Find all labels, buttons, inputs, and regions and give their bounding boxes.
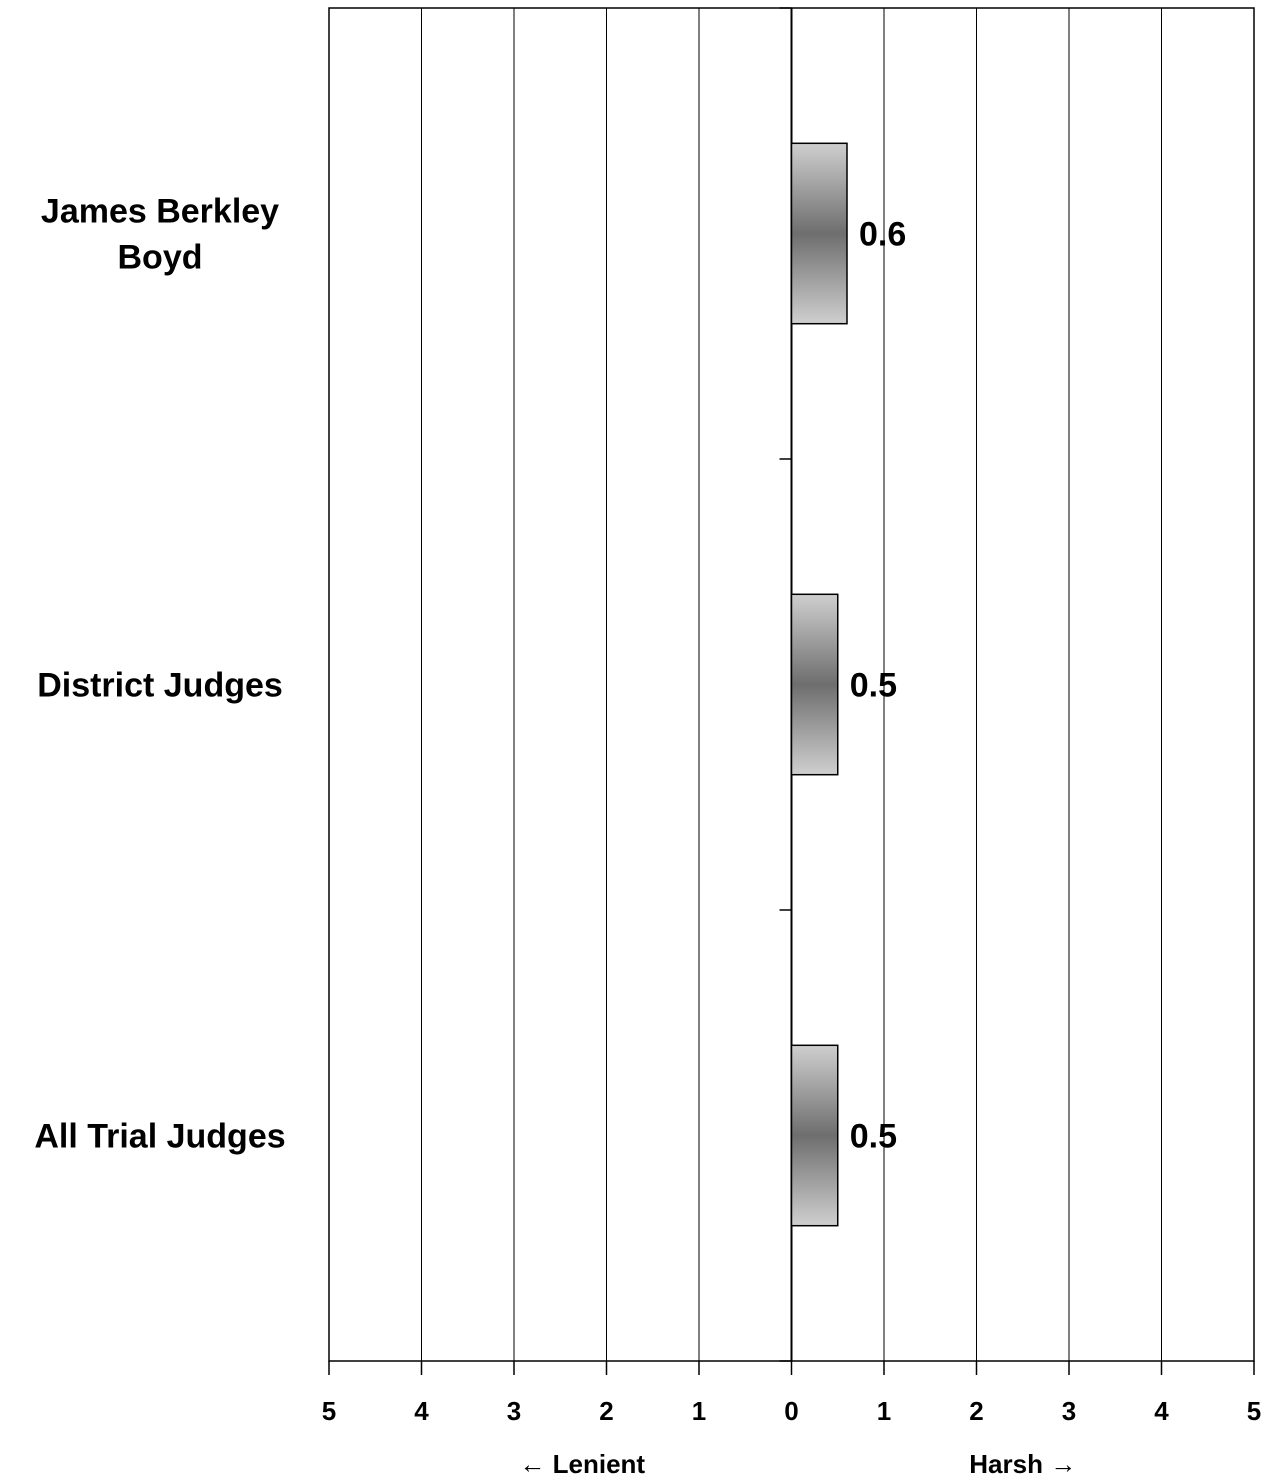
x-tick-label-3: 2 bbox=[599, 1396, 613, 1426]
x-tick-label-6: 1 bbox=[877, 1396, 891, 1426]
data-label-2: 0.5 bbox=[850, 1118, 897, 1156]
x-tick-label-1: 4 bbox=[414, 1396, 429, 1426]
bar-0 bbox=[790, 142, 848, 325]
category-label-0: James Berkley Boyd bbox=[41, 193, 279, 277]
bar-2 bbox=[790, 1044, 839, 1227]
data-label-1: 0.5 bbox=[850, 667, 897, 705]
x-tick-label-8: 3 bbox=[1062, 1396, 1076, 1426]
bar-1 bbox=[790, 593, 839, 776]
harsh-direction-label: Harsh → bbox=[969, 1449, 1076, 1479]
category-label-line: Boyd bbox=[118, 239, 203, 277]
data-label-0: 0.6 bbox=[859, 216, 906, 254]
x-tick-label-7: 2 bbox=[969, 1396, 983, 1426]
category-label-line: James Berkley bbox=[41, 193, 279, 231]
x-tick-label-0: 5 bbox=[322, 1396, 336, 1426]
category-label-line: District Judges bbox=[37, 667, 283, 705]
x-tick-label-4: 1 bbox=[692, 1396, 706, 1426]
bars bbox=[790, 142, 848, 1227]
x-tick-label-5: 0 bbox=[784, 1396, 798, 1426]
category-label-line: All Trial Judges bbox=[34, 1118, 285, 1156]
lenient-direction-label: ← Lenient bbox=[519, 1449, 645, 1479]
axes bbox=[328, 7, 1255, 1375]
category-label-2: All Trial Judges bbox=[34, 1118, 285, 1156]
category-label-1: District Judges bbox=[37, 667, 283, 705]
x-tick-label-10: 5 bbox=[1247, 1396, 1261, 1426]
x-tick-label-2: 3 bbox=[507, 1396, 521, 1426]
x-tick-label-9: 4 bbox=[1154, 1396, 1169, 1426]
labels: 5 4 3 2 1 0 1 2 3 4 5 0.6 James Berkley Boyd 0.5 Distri… bbox=[34, 193, 1261, 1480]
